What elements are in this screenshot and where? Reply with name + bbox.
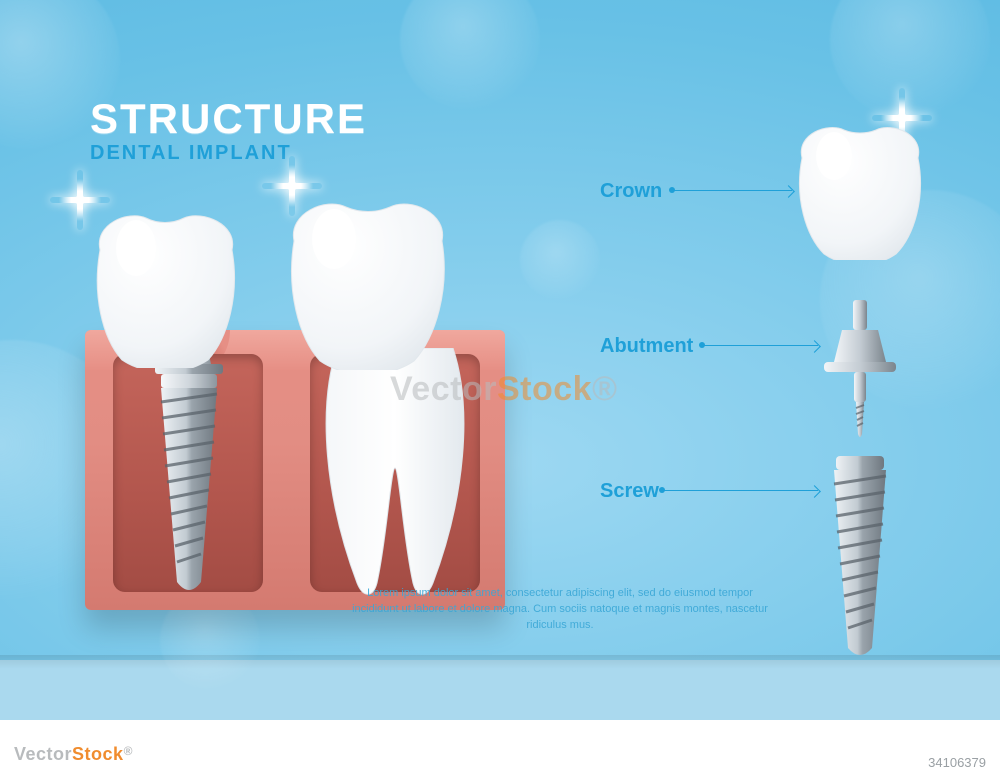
exploded-crown bbox=[790, 120, 930, 260]
exploded-abutment bbox=[820, 300, 900, 440]
label-abutment: Abutment bbox=[600, 335, 693, 358]
leader-screw bbox=[662, 490, 818, 491]
lorem-caption: Lorem ipsum dolor sit amet, consectetur … bbox=[350, 586, 770, 634]
leader-crown bbox=[672, 190, 792, 191]
leader-abutment bbox=[702, 345, 818, 346]
crown-right bbox=[280, 195, 455, 370]
leader-dot-screw bbox=[659, 487, 665, 493]
implant-in-gum bbox=[131, 336, 247, 596]
image-number: 34106379 bbox=[928, 755, 986, 770]
label-screw: Screw bbox=[600, 480, 659, 503]
watermark-bottom-left: VectorStock® bbox=[14, 744, 133, 765]
page-subtitle: DENTAL IMPLANT bbox=[90, 142, 292, 165]
leader-dot-crown bbox=[669, 187, 675, 193]
label-crown: Crown bbox=[600, 180, 662, 203]
floor-shadow bbox=[0, 655, 1000, 669]
leader-dot-abutment bbox=[699, 342, 705, 348]
floor-strip bbox=[0, 660, 1000, 720]
infographic-canvas: STRUCTURE DENTAL IMPLANT bbox=[0, 0, 1000, 780]
watermark-center: VectorStock® bbox=[390, 370, 618, 409]
bokeh-circle bbox=[520, 220, 600, 300]
crown-left bbox=[88, 208, 243, 368]
exploded-screw bbox=[820, 456, 900, 656]
page-title: STRUCTURE bbox=[90, 95, 367, 143]
